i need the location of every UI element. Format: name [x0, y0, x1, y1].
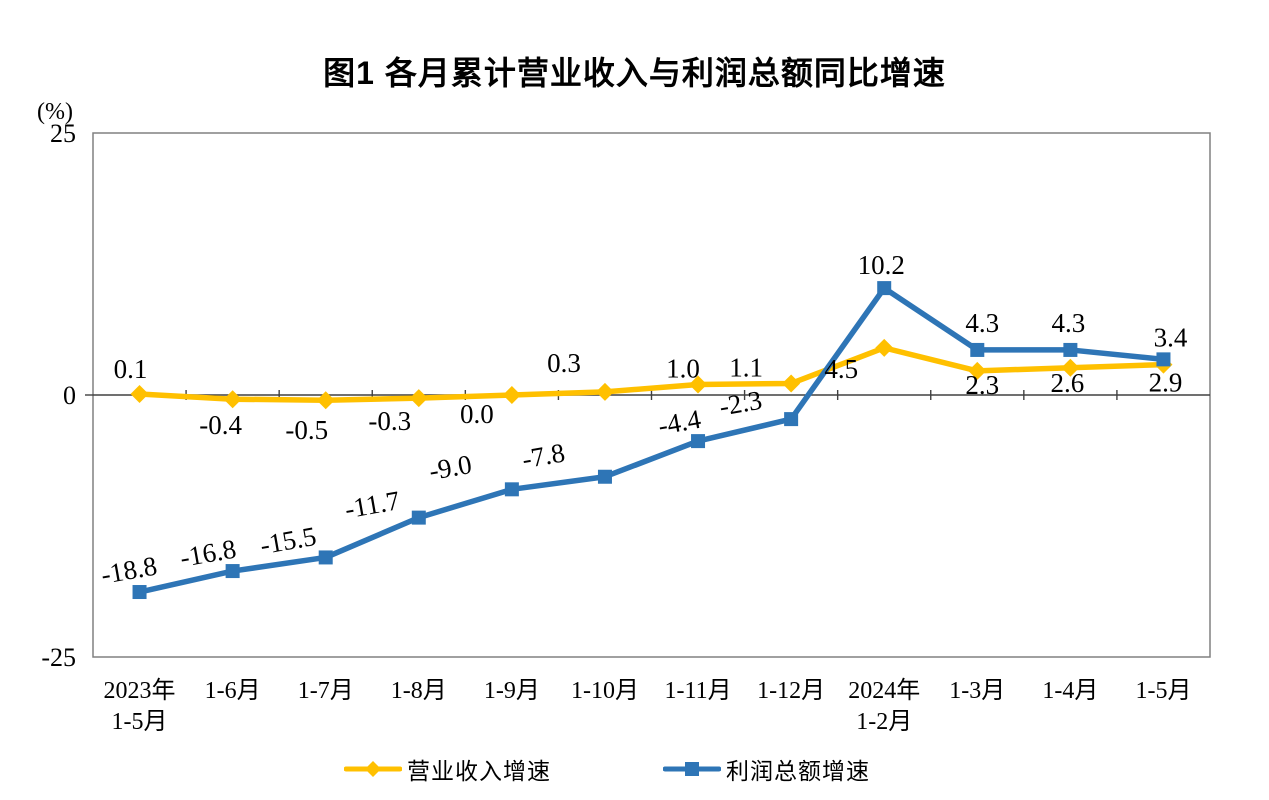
data-label: -0.4 — [199, 410, 242, 440]
data-label: 3.4 — [1154, 322, 1188, 352]
data-point-square-marker — [318, 550, 333, 565]
series-line-0 — [136, 345, 1167, 403]
data-point-square-marker — [1156, 352, 1171, 367]
data-point-diamond-marker — [689, 375, 708, 394]
data-label: 0.1 — [114, 354, 148, 384]
x-axis-label: 1-6月 — [205, 678, 261, 704]
x-axis-label: 1-3月 — [949, 678, 1005, 704]
data-label: 0.0 — [460, 399, 494, 429]
data-point-square-marker — [504, 482, 519, 497]
x-axis-label: 1-2月 — [856, 709, 912, 735]
data-point-square-marker — [970, 342, 985, 357]
data-point-square-marker — [597, 469, 612, 484]
x-axis-label: 2023年 — [104, 677, 176, 704]
data-label: -18.8 — [99, 551, 160, 590]
y-tick-label: 0 — [63, 381, 76, 410]
x-axis-label: 1-5月 — [1135, 678, 1191, 704]
y-tick-label: 25 — [50, 119, 76, 148]
data-label: 10.2 — [858, 250, 905, 280]
data-label: -0.3 — [368, 406, 411, 436]
data-label: -2.3 — [717, 385, 764, 422]
data-point-diamond-marker — [782, 374, 801, 393]
data-point-diamond-marker — [316, 391, 335, 410]
x-axis-label: 1-11月 — [664, 678, 731, 704]
data-point-square-marker — [877, 281, 892, 296]
data-label: 4.3 — [1052, 308, 1086, 338]
data-point-square-marker — [132, 585, 147, 600]
data-point-diamond-marker — [595, 382, 614, 401]
legend-label-profit: 利润总额增速 — [726, 759, 870, 784]
legend-item-revenue: 营业收入增速 — [344, 752, 551, 786]
x-axis-label: 1-9月 — [484, 678, 540, 704]
legend-label-revenue: 营业收入增速 — [407, 759, 551, 784]
data-label: -7.8 — [520, 437, 567, 474]
data-label: 1.0 — [666, 354, 700, 384]
data-point-square-marker — [691, 434, 706, 449]
x-axis-label: 1-4月 — [1042, 678, 1098, 704]
data-point-diamond-marker — [875, 338, 894, 357]
chart-title: 图1 各月累计营业收入与利润总额同比增速 — [323, 55, 946, 91]
legend-line-square-icon — [663, 762, 721, 776]
data-point-square-marker — [411, 510, 426, 525]
data-label: 2.9 — [1149, 368, 1183, 398]
x-axis-label: 1-8月 — [391, 678, 447, 704]
data-point-diamond-marker — [968, 361, 987, 380]
data-label: -15.5 — [258, 521, 319, 560]
data-label: 2.6 — [1051, 368, 1085, 398]
data-label: 4.5 — [824, 354, 858, 384]
x-axis-label: 1-12月 — [757, 678, 825, 704]
data-point-diamond-marker — [409, 389, 428, 408]
legend-line-diamond-icon — [344, 761, 402, 777]
x-axis-label: 1-5月 — [112, 709, 168, 735]
data-point-diamond-marker — [502, 386, 521, 404]
series-line-1 — [136, 285, 1167, 595]
x-axis-label: 1-7月 — [298, 678, 354, 704]
data-label: -9.0 — [427, 449, 474, 486]
x-axis-label: 2024年 — [848, 677, 920, 704]
legend-item-profit: 利润总额增速 — [663, 752, 870, 786]
legend: 营业收入增速 利润总额增速 — [344, 752, 870, 786]
data-point-square-marker — [225, 564, 240, 579]
x-axis-label: 1-10月 — [571, 678, 639, 704]
data-point-square-marker — [1063, 342, 1078, 357]
data-label: 0.3 — [547, 348, 581, 378]
data-point-diamond-marker — [130, 384, 149, 403]
data-label: -4.4 — [656, 404, 704, 441]
data-label: 2.3 — [965, 370, 999, 400]
data-point-square-marker — [784, 412, 799, 427]
y-axis-unit-label: (%) — [37, 99, 73, 125]
data-label: -0.5 — [285, 415, 328, 445]
y-tick-label: -25 — [41, 643, 76, 672]
data-point-diamond-marker — [223, 390, 242, 409]
data-label: 1.1 — [729, 352, 763, 382]
data-point-diamond-marker — [1061, 358, 1080, 377]
data-label: 4.3 — [965, 308, 999, 338]
data-label: -11.7 — [342, 485, 402, 524]
